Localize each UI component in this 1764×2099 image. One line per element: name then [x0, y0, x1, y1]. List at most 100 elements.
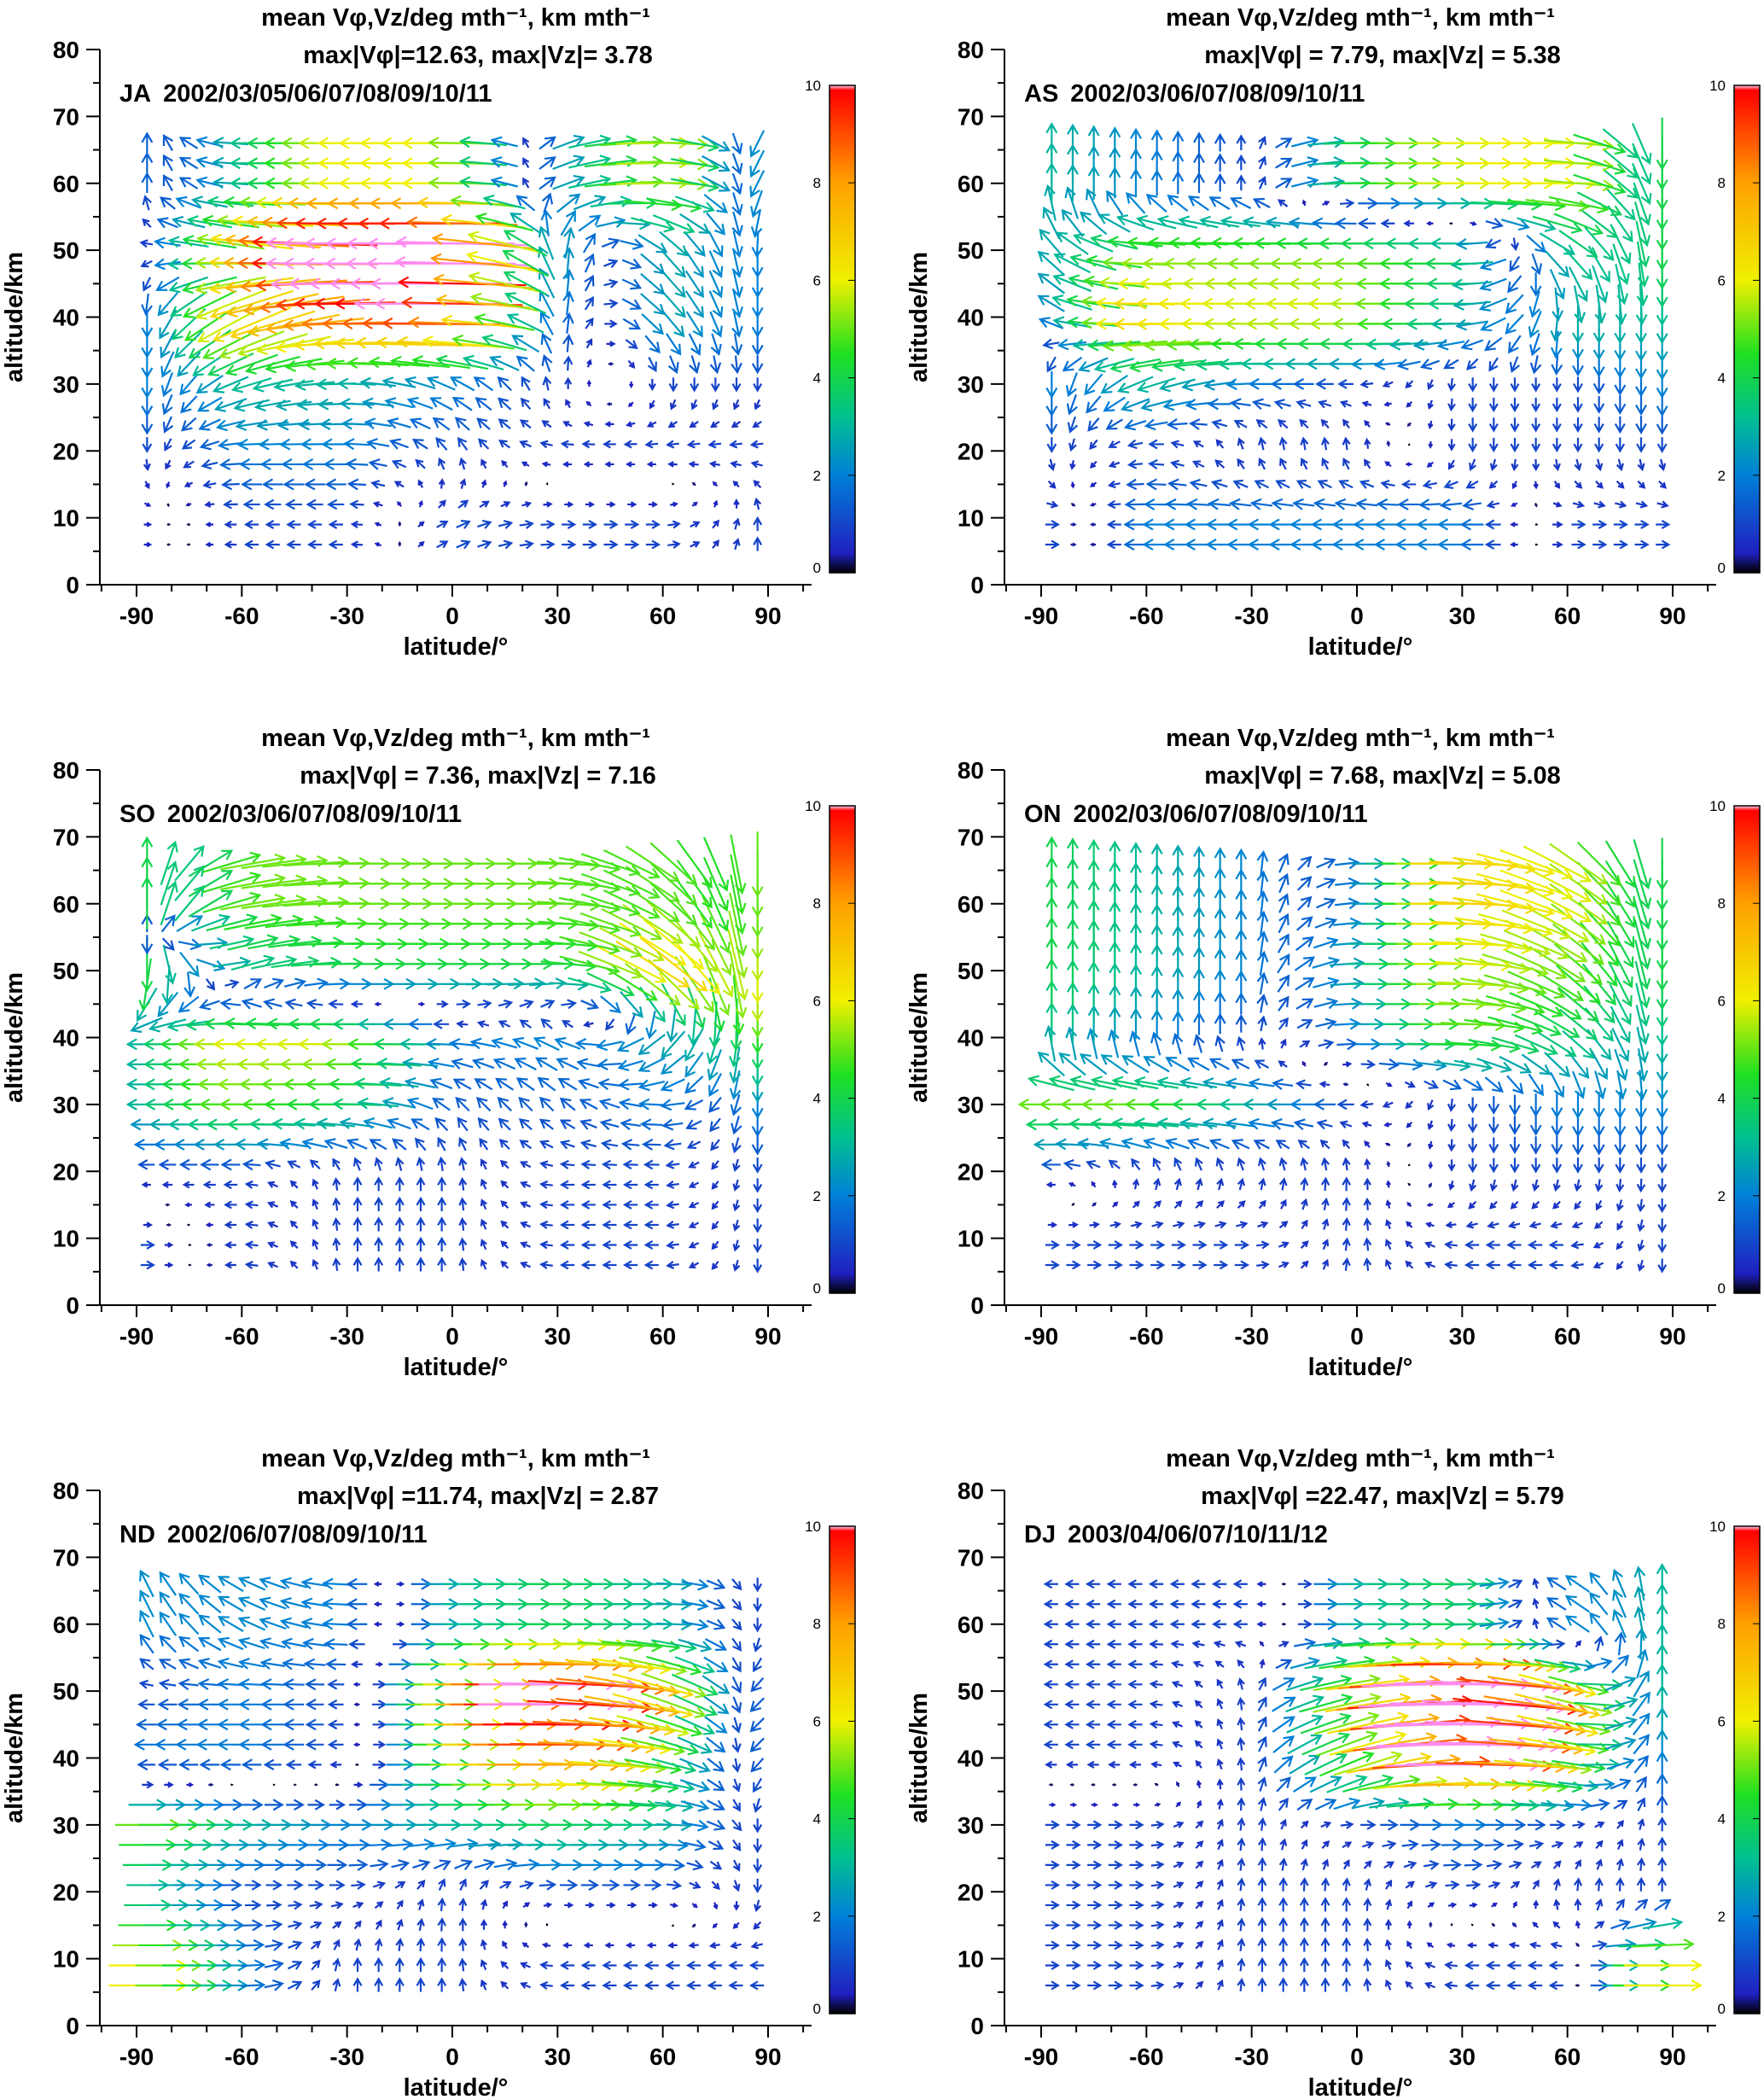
vector-arrow: [1633, 879, 1652, 930]
vector-arrow: [1150, 1031, 1162, 1056]
vector-arrow: [1616, 480, 1625, 489]
vector-arrow: [224, 520, 237, 529]
vector-arrow: [374, 1236, 384, 1251]
x-tick-label: 60: [1554, 603, 1581, 629]
vector-arrow: [1382, 1840, 1397, 1850]
vector-arrow: [559, 1180, 575, 1190]
vector-arrow: [648, 1902, 659, 1909]
vector-arrow: [1109, 1221, 1122, 1229]
x-tick-label: 0: [445, 1323, 459, 1350]
vector-arrow: [1616, 1178, 1625, 1192]
vector-arrow: [1623, 1979, 1703, 1991]
vector-arrow: [182, 289, 237, 318]
vector-arrow: [416, 1196, 426, 1211]
vector-arrow: [1278, 853, 1290, 873]
vector-arrow: [433, 1018, 450, 1029]
vector-arrow: [219, 998, 242, 1011]
vector-arrow: [437, 1136, 446, 1152]
vector-arrow: [1237, 1917, 1246, 1932]
vector-arrow: [1230, 196, 1252, 210]
vector-arrow: [679, 1758, 711, 1774]
x-tick-label: 0: [445, 2044, 459, 2070]
vector-arrow: [458, 1257, 468, 1271]
vector-arrow: [437, 1897, 446, 1911]
vector-arrow: [178, 177, 199, 189]
y-tick-label: 60: [53, 171, 79, 197]
vector-arrow: [1085, 1700, 1101, 1710]
vector-arrow: [325, 1839, 350, 1851]
vector-arrow: [752, 420, 762, 429]
vector-arrow: [354, 1763, 359, 1766]
vector-arrow: [732, 1259, 741, 1272]
vector-arrow: [1635, 1005, 1650, 1046]
chart-subtitle: max|Vφ|=12.63, max|Vz|= 3.78: [303, 42, 653, 69]
chart-title: mean Vφ,Vz/deg mth⁻¹, km mth⁻¹: [261, 725, 650, 752]
vector-arrow: [1129, 1029, 1141, 1057]
vector-arrow: [242, 1939, 265, 1951]
vector-arrow: [267, 1181, 279, 1188]
vector-arrow: [1594, 1877, 1604, 1892]
vector-arrow: [1405, 1260, 1414, 1269]
vector-arrow: [1234, 1240, 1250, 1250]
vector-arrow: [1108, 1980, 1124, 1991]
vector-arrow: [1128, 1760, 1141, 1769]
vector-arrow: [288, 1940, 303, 1950]
x-tick-label: 30: [544, 2044, 571, 2070]
x-tick-label: 60: [1554, 2044, 1581, 2070]
vector-arrow: [602, 1961, 617, 1970]
vector-arrow: [1115, 214, 1155, 231]
vector-arrow: [220, 1158, 241, 1171]
vector-arrow: [381, 1097, 416, 1109]
colorbar-tick-label: 2: [813, 1188, 821, 1204]
vector-arrow: [1211, 418, 1228, 429]
vector-arrow: [564, 501, 574, 508]
vector-arrow: [183, 481, 194, 487]
y-tick-label: 80: [958, 757, 984, 784]
x-axis-label: latitude/°: [404, 2074, 509, 2099]
vector-arrow: [1173, 1221, 1185, 1229]
vector-arrow: [1270, 377, 1295, 390]
vector-arrow: [1044, 1024, 1057, 1062]
vector-arrow: [1278, 1261, 1290, 1268]
vector-arrow: [1089, 481, 1097, 487]
colorbar-tick-label: 4: [813, 370, 821, 387]
vector-arrow: [353, 1722, 360, 1727]
vector-arrow: [1363, 1257, 1372, 1271]
vector-arrow: [1509, 992, 1564, 1017]
vector-arrow: [670, 158, 720, 172]
vector-arrow: [497, 376, 512, 392]
vector-arrow: [205, 522, 214, 528]
vector-arrow: [188, 1263, 192, 1267]
vector-arrow: [1066, 1961, 1081, 1970]
vector-arrow: [1546, 1717, 1611, 1735]
vector-arrow: [688, 1262, 700, 1268]
vector-arrow: [1282, 1622, 1287, 1626]
vector-arrow: [305, 1698, 324, 1711]
vector-arrow: [1287, 1734, 1323, 1755]
vector-arrow: [418, 499, 423, 508]
vector-arrow: [731, 1676, 742, 1694]
vector-arrow: [1613, 539, 1629, 550]
vector-arrow: [1045, 836, 1058, 889]
vector-arrow: [1066, 1900, 1081, 1910]
vector-arrow: [1366, 1083, 1370, 1087]
vector-arrow: [238, 1678, 265, 1691]
vector-arrow: [259, 1577, 287, 1590]
vector-arrow: [183, 306, 236, 341]
x-axis-label: latitude/°: [1308, 2074, 1413, 2099]
vector-arrow: [1558, 1008, 1598, 1041]
vector-arrow: [1067, 837, 1079, 889]
vector-arrow: [732, 1199, 741, 1212]
vector-arrow: [626, 421, 636, 428]
vector-arrow: [1272, 1696, 1296, 1712]
vector-arrow: [1505, 313, 1524, 335]
vector-arrow: [666, 1261, 679, 1269]
vector-arrow: [1089, 460, 1097, 469]
vector-arrow: [1338, 480, 1354, 489]
vector-arrow: [539, 440, 553, 449]
vector-arrow: [1248, 1117, 1275, 1130]
vector-arrow: [1322, 201, 1330, 207]
vector-arrow: [1589, 1612, 1609, 1635]
chart-subtitle: max|Vφ| = 7.79, max|Vz| = 5.38: [1204, 42, 1561, 69]
vector-arrow: [1575, 1640, 1582, 1648]
